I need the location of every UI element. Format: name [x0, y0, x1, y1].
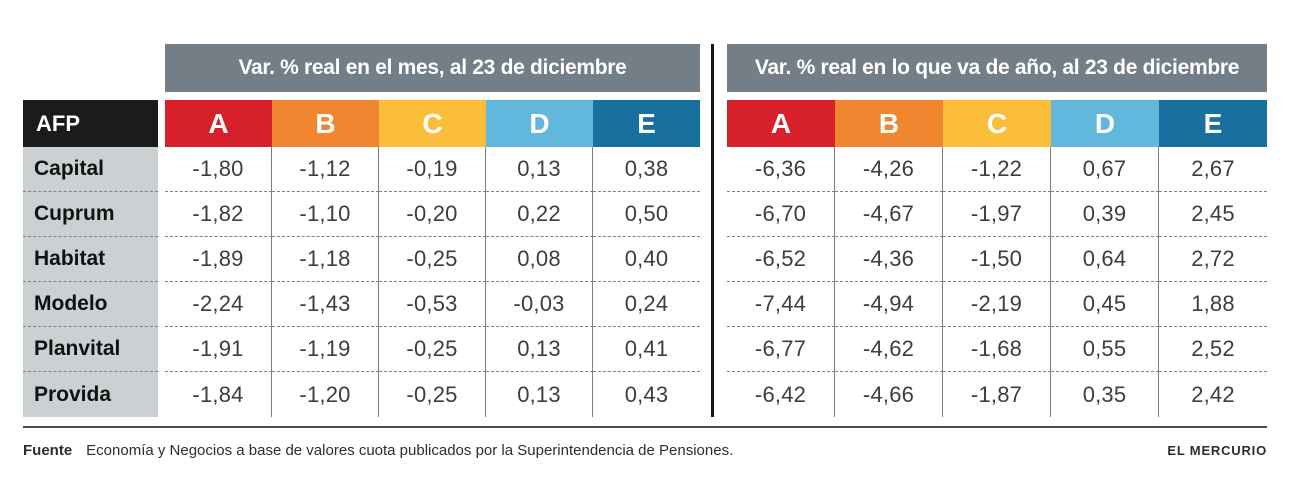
value-cell: -4,36 [835, 237, 943, 282]
value-cell: -1,20 [272, 372, 379, 417]
value-cell: -1,97 [943, 192, 1051, 237]
value-cell: 0,38 [593, 147, 700, 192]
value-cell: -1,50 [943, 237, 1051, 282]
value-cell: 2,67 [1159, 147, 1267, 192]
footer: Fuente Economía y Negocios a base de val… [23, 437, 1267, 463]
value-cell: -6,42 [727, 372, 835, 417]
value-cell: -0,03 [486, 282, 593, 327]
value-cell: -4,66 [835, 372, 943, 417]
value-cell: 2,52 [1159, 327, 1267, 372]
row-label-cuprum: Cuprum [23, 192, 158, 237]
fund-class-header-a: A [165, 100, 272, 147]
value-cell: -4,94 [835, 282, 943, 327]
value-cell: 0,45 [1051, 282, 1159, 327]
value-cell: -1,43 [272, 282, 379, 327]
row-label-habitat: Habitat [23, 237, 158, 282]
value-cell: -1,82 [165, 192, 272, 237]
value-cell: 0,41 [593, 327, 700, 372]
value-cell: -6,36 [727, 147, 835, 192]
value-cell: -4,67 [835, 192, 943, 237]
value-cell: -2,24 [165, 282, 272, 327]
value-cell: 0,39 [1051, 192, 1159, 237]
values-grid-month: -1,80 -1,12 -0,19 0,13 0,38 -1,82 -1,10 -0,20 0,… [165, 147, 700, 417]
value-cell: 0,64 [1051, 237, 1159, 282]
row-label-capital: Capital [23, 147, 158, 192]
value-cell: 0,22 [486, 192, 593, 237]
value-cell: -1,80 [165, 147, 272, 192]
value-cell: 0,24 [593, 282, 700, 327]
values-grid-ytd: -6,36 -4,26 -1,22 0,67 2,67 -6,70 -4,67 -1,97 0,… [727, 147, 1267, 417]
credit-text: EL MERCURIO [1167, 442, 1267, 458]
value-cell: -6,77 [727, 327, 835, 372]
value-cell: 0,35 [1051, 372, 1159, 417]
afp-column-header: AFP [23, 100, 158, 147]
value-cell: -0,20 [379, 192, 486, 237]
fund-class-header-b: B [272, 100, 379, 147]
fund-class-header-a: A [727, 100, 835, 147]
value-cell: -4,26 [835, 147, 943, 192]
value-cell: -6,70 [727, 192, 835, 237]
value-cell: -2,19 [943, 282, 1051, 327]
value-cell: -6,52 [727, 237, 835, 282]
value-cell: -1,22 [943, 147, 1051, 192]
fund-class-header-c: C [379, 100, 486, 147]
value-cell: -1,68 [943, 327, 1051, 372]
value-cell: 1,88 [1159, 282, 1267, 327]
value-cell: -1,10 [272, 192, 379, 237]
value-cell: -0,25 [379, 327, 486, 372]
value-cell: 2,72 [1159, 237, 1267, 282]
value-cell: 2,42 [1191, 381, 1235, 407]
value-cell: 0,55 [1051, 327, 1159, 372]
fund-class-header-e: E [593, 100, 700, 147]
value-cell: -1,84 [165, 372, 272, 417]
section-title-ytd: Var. % real en lo que va de año, al 23 d… [727, 44, 1267, 92]
row-label-planvital: Planvital [23, 327, 158, 372]
fund-class-header-e: E [1159, 100, 1267, 147]
value-cell: -1,19 [272, 327, 379, 372]
value-cell: -1,89 [165, 237, 272, 282]
value-cell: -0,19 [379, 147, 486, 192]
value-cell: 0,43 [624, 381, 669, 407]
row-label-modelo: Modelo [23, 282, 158, 327]
value-cell: -0,25 [379, 372, 486, 417]
value-cell: 0,13 [486, 327, 593, 372]
value-cell: -1,91 [165, 327, 272, 372]
value-cell: -7,44 [727, 282, 835, 327]
value-cell: 0,13 [486, 147, 593, 192]
afp-row-labels: Capital Cuprum Habitat Modelo Planvital Provi… [23, 147, 158, 417]
section-divider [711, 44, 714, 417]
fund-class-header-d: D [1051, 100, 1159, 147]
fund-class-header-c: C [943, 100, 1051, 147]
fund-class-header-b: B [835, 100, 943, 147]
value-cell: 0,50 [593, 192, 700, 237]
value-cell: -0,53 [379, 282, 486, 327]
value-cell: -1,18 [272, 237, 379, 282]
value-cell: -0,25 [379, 237, 486, 282]
footer-rule [23, 426, 1267, 428]
value-cell: 0,40 [593, 237, 700, 282]
value-cell: 0,67 [1051, 147, 1159, 192]
row-label-provida: Provida [23, 372, 158, 417]
fund-class-header-d: D [486, 100, 593, 147]
value-cell: -1,87 [943, 372, 1051, 417]
source-text: Economía y Negocios a base de valores cu… [86, 441, 734, 459]
value-cell: 2,45 [1159, 192, 1267, 237]
value-cell: 0,08 [486, 237, 593, 282]
source-label: Fuente [23, 441, 73, 459]
value-cell: -4,62 [835, 327, 943, 372]
section-title-month: Var. % real en el mes, al 23 de diciembr… [165, 44, 700, 92]
value-cell: -1,12 [272, 147, 379, 192]
value-cell: 0,13 [486, 372, 593, 417]
